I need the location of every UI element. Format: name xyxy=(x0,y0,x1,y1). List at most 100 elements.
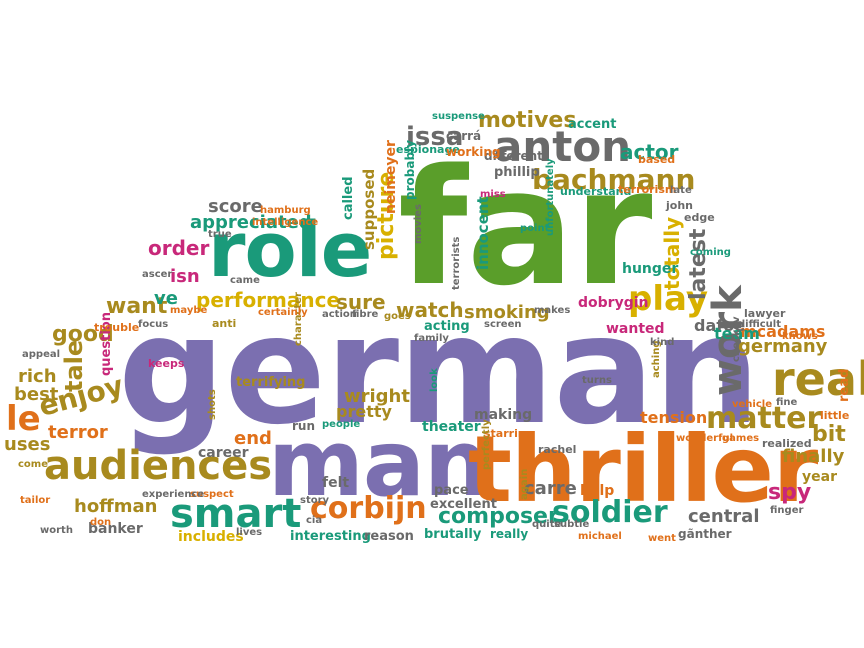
word-141: makes xyxy=(534,305,571,316)
word-11: play xyxy=(628,279,709,319)
word-24: smoking xyxy=(464,302,550,323)
word-122: vehicle xyxy=(732,399,772,410)
word-21: appreciated xyxy=(190,212,312,233)
word-80: espionage xyxy=(396,143,460,156)
word-95: finger xyxy=(770,505,804,516)
word-70: pace xyxy=(434,483,469,498)
word-50: uses xyxy=(4,434,51,455)
word-85: terrorism xyxy=(618,183,677,196)
word-107: tailor xyxy=(20,495,51,506)
word-131: fibre xyxy=(352,309,379,320)
word-40: carre xyxy=(524,478,577,499)
word-3: thriller xyxy=(468,416,818,523)
word-121: games xyxy=(722,433,760,444)
word-64: help xyxy=(580,483,615,499)
word-5: anton xyxy=(494,122,632,171)
word-72: acting xyxy=(424,319,470,334)
word-105: appeal xyxy=(22,349,61,360)
word-115: intelligence xyxy=(252,217,319,228)
word-28: good xyxy=(52,322,114,347)
word-146: lives xyxy=(236,527,263,538)
word-15: composer xyxy=(438,504,559,529)
word-51: terror xyxy=(48,422,108,443)
word-127: goes xyxy=(384,311,411,322)
word-68: career xyxy=(198,445,249,461)
word-23: watch xyxy=(396,298,464,322)
word-93: year xyxy=(802,469,837,485)
word-91: read xyxy=(837,368,852,402)
word-148: subtle xyxy=(554,519,590,530)
word-114: hamburg xyxy=(260,205,311,216)
word-48: dafoe xyxy=(694,316,746,335)
word-47: actor xyxy=(620,140,679,164)
word-31: best xyxy=(14,384,59,405)
word-33: germany xyxy=(738,336,828,357)
word-56: theater xyxy=(422,419,481,435)
word-27: want xyxy=(106,294,168,319)
word-87: edge xyxy=(684,211,715,224)
word-147: quite xyxy=(532,519,562,530)
word-77: called xyxy=(341,176,356,220)
word-130: action xyxy=(322,309,357,320)
word-84: understand xyxy=(560,185,632,198)
word-75: different xyxy=(484,149,543,163)
word-25: sure xyxy=(336,290,386,314)
word-69: felt xyxy=(322,475,350,491)
word-16: le xyxy=(6,399,41,439)
word-55: hunger xyxy=(622,261,679,277)
word-32: hoffman xyxy=(74,496,158,517)
word-86: john xyxy=(666,199,693,212)
word-42: wright xyxy=(344,386,410,407)
word-22: score xyxy=(208,196,263,217)
word-134: screen xyxy=(484,319,522,330)
word-109: suspense xyxy=(432,111,485,122)
word-44: latest xyxy=(686,228,711,300)
word-90: knows xyxy=(782,331,818,342)
word-45: totally xyxy=(660,216,684,290)
word-81: working xyxy=(446,145,501,159)
word-116: true xyxy=(208,229,232,240)
word-88: based xyxy=(638,153,676,166)
word-2: man xyxy=(268,410,489,517)
word-135: family xyxy=(414,333,449,344)
word-43: pretty xyxy=(336,402,392,421)
word-140: late xyxy=(670,185,692,196)
word-53: ve xyxy=(154,288,178,309)
word-6: bachmann xyxy=(532,163,696,196)
word-20: performance xyxy=(196,288,341,312)
word-0: german xyxy=(118,284,760,458)
word-112: focus xyxy=(138,319,169,330)
word-125: kind xyxy=(650,337,675,348)
word-120: wonderful xyxy=(676,433,733,444)
word-34: mcadams xyxy=(740,322,826,341)
word-36: central xyxy=(688,506,760,527)
word-57: making xyxy=(474,407,533,423)
word-39: bit xyxy=(812,422,846,447)
word-14: corbijn xyxy=(310,491,427,526)
word-76: supposed xyxy=(360,168,378,250)
word-129: character xyxy=(293,292,304,346)
word-153: fine xyxy=(776,397,798,408)
word-12: matter xyxy=(706,401,822,436)
word-94: realized xyxy=(762,437,812,450)
word-9: real xyxy=(772,352,864,406)
word-98: michael xyxy=(578,531,622,542)
word-63: really xyxy=(490,527,529,541)
word-133: perfectly xyxy=(481,419,492,470)
word-4: role xyxy=(208,205,372,294)
word-13: soldier xyxy=(552,495,668,530)
word-143: suspect xyxy=(190,489,234,500)
word-38: finally xyxy=(782,446,845,467)
word-150: ascer xyxy=(142,269,173,280)
word-67: wanted xyxy=(606,321,665,337)
word-65: accent xyxy=(568,117,617,132)
word-149: certainly xyxy=(258,307,308,318)
word-60: interesting xyxy=(290,529,371,544)
word-58: banker xyxy=(88,521,143,537)
word-152: difficult xyxy=(738,319,781,330)
word-101: people xyxy=(322,419,361,430)
word-71: excellent xyxy=(430,497,497,512)
word-37: spy xyxy=(768,480,812,505)
word-106: worth xyxy=(40,525,73,536)
